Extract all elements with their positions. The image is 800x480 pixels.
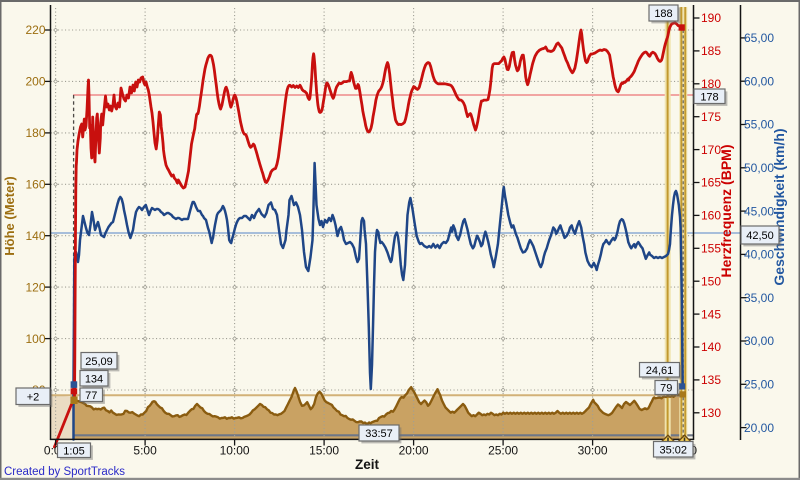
svg-text:35,00: 35,00	[744, 291, 774, 305]
svg-text:134: 134	[85, 373, 103, 385]
svg-text:120: 120	[25, 280, 45, 294]
svg-text:145: 145	[701, 307, 721, 321]
svg-text:140: 140	[25, 229, 45, 243]
svg-text:190: 190	[701, 11, 721, 25]
svg-text:10:00: 10:00	[220, 444, 250, 458]
svg-text:35:02: 35:02	[659, 444, 687, 456]
svg-text:77: 77	[85, 390, 97, 402]
svg-text:50,00: 50,00	[744, 161, 774, 175]
svg-text:185: 185	[701, 44, 721, 58]
svg-text:20:00: 20:00	[399, 444, 429, 458]
svg-text:60,00: 60,00	[744, 74, 774, 88]
svg-text:Created by SportTracks: Created by SportTracks	[4, 466, 125, 478]
svg-text:33:57: 33:57	[365, 428, 393, 440]
svg-text:25,09: 25,09	[85, 356, 113, 368]
svg-text:188: 188	[654, 8, 672, 20]
svg-text:Herzfrequenz (BPM): Herzfrequenz (BPM)	[718, 144, 734, 277]
svg-text:175: 175	[701, 110, 721, 124]
svg-text:20,00: 20,00	[744, 421, 774, 435]
svg-text:178: 178	[700, 91, 718, 103]
svg-text:170: 170	[701, 143, 721, 157]
svg-text:+2: +2	[27, 391, 40, 403]
svg-text:165: 165	[701, 176, 721, 190]
svg-text:Höhe (Meter): Höhe (Meter)	[2, 176, 17, 255]
svg-text:135: 135	[701, 373, 721, 387]
svg-text:30:00: 30:00	[578, 444, 608, 458]
svg-text:100: 100	[25, 332, 45, 346]
svg-text:155: 155	[701, 242, 721, 256]
svg-text:45,00: 45,00	[744, 204, 774, 218]
svg-text:140: 140	[701, 340, 721, 354]
svg-text:Geschwindigkeit (km/h): Geschwindigkeit (km/h)	[771, 128, 787, 285]
svg-text:65,00: 65,00	[744, 31, 774, 45]
svg-text:5:00: 5:00	[133, 444, 157, 458]
svg-text:25:00: 25:00	[488, 444, 518, 458]
svg-text:Zeit: Zeit	[355, 457, 380, 472]
svg-text:200: 200	[25, 75, 45, 89]
svg-text:55,00: 55,00	[744, 118, 774, 132]
svg-text:180: 180	[25, 126, 45, 140]
svg-text:15:00: 15:00	[309, 444, 339, 458]
svg-text:1:05: 1:05	[63, 445, 84, 457]
svg-text:30,00: 30,00	[744, 334, 774, 348]
svg-text:40,00: 40,00	[744, 248, 774, 262]
svg-text:25,00: 25,00	[744, 378, 774, 392]
svg-text:79: 79	[660, 383, 672, 395]
svg-text:130: 130	[701, 406, 721, 420]
svg-text:24,61: 24,61	[646, 365, 674, 377]
svg-text:160: 160	[701, 209, 721, 223]
svg-text:150: 150	[701, 274, 721, 288]
svg-text:160: 160	[25, 178, 45, 192]
svg-text:42,50: 42,50	[746, 230, 774, 242]
svg-text:180: 180	[701, 77, 721, 91]
svg-text:220: 220	[25, 23, 45, 37]
